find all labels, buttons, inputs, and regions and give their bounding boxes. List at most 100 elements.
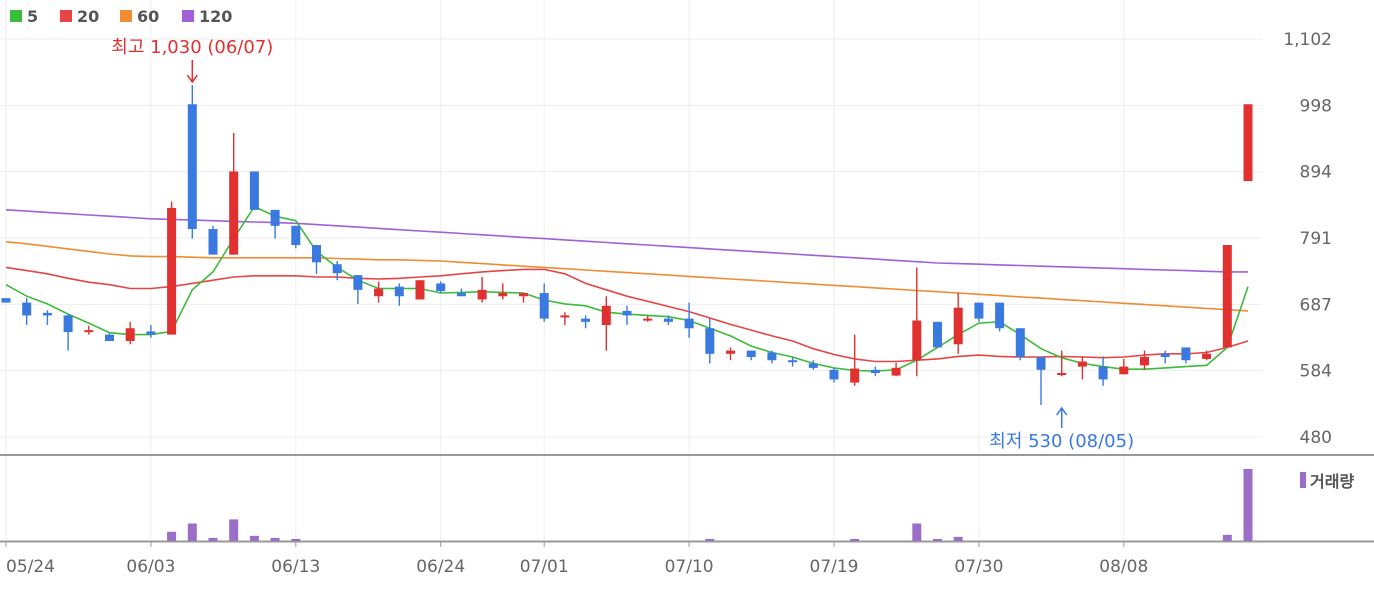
- candle: [933, 321, 942, 348]
- candle-body: [829, 369, 839, 380]
- volume-bar: [167, 531, 177, 541]
- y-tick-label: 687: [1300, 295, 1332, 315]
- chart-grid: [0, 0, 1374, 543]
- candle: [1119, 358, 1129, 375]
- candle: [84, 325, 94, 335]
- legend-item: 60: [120, 7, 159, 26]
- candle-body: [643, 318, 653, 321]
- candle-body: [1222, 245, 1232, 348]
- candle-body: [312, 245, 321, 263]
- volume-bar: [933, 538, 942, 541]
- candle-body: [415, 280, 425, 300]
- candle-body: [374, 288, 384, 297]
- candle-body: [22, 302, 32, 316]
- candle: [229, 133, 239, 255]
- candle-body: [1098, 366, 1108, 380]
- candle-body: [208, 229, 218, 255]
- candle: [601, 296, 611, 351]
- candle: [560, 312, 570, 326]
- candle: [1, 298, 11, 303]
- legend-swatch: [10, 10, 22, 22]
- candle: [1077, 356, 1087, 380]
- candle: [146, 325, 156, 338]
- candle-body: [1202, 353, 1212, 359]
- volume-bar: [270, 537, 280, 541]
- candle: [167, 201, 177, 335]
- legend-label: 60: [137, 7, 159, 26]
- candle-body: [146, 331, 156, 335]
- candle-body: [808, 363, 818, 368]
- candle: [1181, 347, 1191, 364]
- candle-body: [394, 286, 404, 297]
- candle: [187, 85, 197, 239]
- candle-body: [539, 293, 549, 319]
- candle-body: [498, 293, 508, 297]
- high-arrow-head: [186, 74, 198, 84]
- candle: [42, 310, 52, 326]
- candle: [995, 302, 1005, 332]
- high-price-annotation: 최고 1,030 (06/07): [111, 37, 273, 58]
- candle: [208, 225, 218, 255]
- candle: [953, 293, 963, 354]
- volume-bar: [705, 538, 715, 541]
- y-tick-label: 480: [1300, 428, 1332, 448]
- candle-body: [1140, 357, 1149, 366]
- candle-body: [1036, 357, 1046, 370]
- low-price-annotation: 최저 530 (08/05): [989, 431, 1134, 452]
- candle-body: [477, 289, 487, 300]
- candle: [746, 350, 756, 361]
- volume-bar: [291, 538, 301, 541]
- candle-body: [663, 318, 673, 322]
- candle-body: [332, 264, 342, 274]
- candle-body: [912, 320, 922, 361]
- x-tick-label: 05/24: [6, 557, 55, 577]
- candle: [105, 333, 114, 342]
- candle: [870, 366, 880, 377]
- candle-body: [519, 293, 528, 297]
- legend-label: 20: [77, 7, 99, 26]
- candle: [477, 277, 487, 303]
- candle: [1057, 350, 1067, 377]
- candle: [498, 283, 508, 300]
- candle: [974, 302, 984, 322]
- candle: [891, 362, 901, 377]
- candle: [705, 318, 715, 364]
- volume-bar: [953, 536, 963, 541]
- candle: [415, 280, 425, 300]
- volume-bar: [1243, 469, 1253, 541]
- candle-body: [1, 298, 11, 303]
- candle: [726, 347, 735, 361]
- legend-swatch: [120, 10, 132, 22]
- candle-body: [705, 328, 715, 354]
- candle-body: [788, 360, 798, 363]
- x-tick-label: 07/19: [810, 557, 859, 577]
- candle-body: [229, 171, 239, 255]
- candle: [374, 281, 384, 303]
- x-tick-label: 08/08: [1099, 557, 1148, 577]
- candle: [63, 313, 73, 351]
- legend-swatch: [182, 10, 194, 22]
- candle-body: [167, 207, 177, 335]
- date-axis: 05/24 06/03 06/13 06/24 07/01 07/10 07/19 07/30…: [5, 541, 1148, 577]
- volume-legend-label: 거래량: [1310, 472, 1354, 491]
- candle-body: [1181, 347, 1191, 361]
- price-axis: 1,102 998 894 791 687 584 480: [1283, 30, 1332, 448]
- candle: [353, 275, 363, 304]
- candle: [22, 298, 32, 326]
- volume-bar: [1222, 534, 1232, 541]
- legend-swatch: [60, 10, 72, 22]
- candle-body: [891, 367, 901, 376]
- candle: [1036, 357, 1046, 406]
- ma120-line: [5, 209, 1248, 273]
- candle-body: [560, 315, 570, 318]
- y-tick-label: 1,102: [1283, 30, 1332, 50]
- x-tick-label: 06/24: [416, 557, 465, 577]
- candle-body: [726, 350, 735, 354]
- candlestick-series: [1, 85, 1253, 406]
- candle: [125, 321, 135, 345]
- candle-body: [270, 209, 280, 226]
- candle-body: [456, 293, 466, 297]
- candle-body: [105, 334, 114, 342]
- candle: [767, 350, 777, 364]
- volume-bar: [208, 537, 218, 541]
